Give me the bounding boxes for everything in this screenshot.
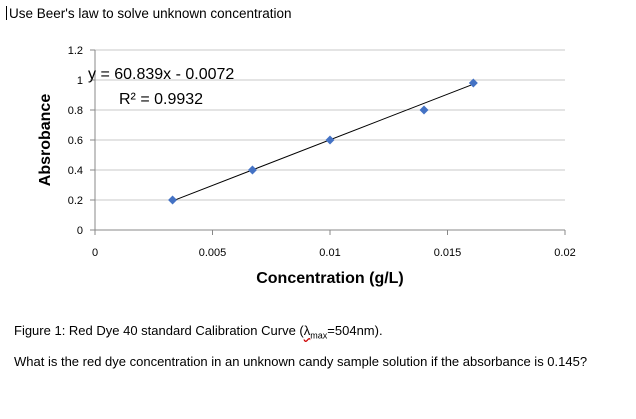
trendline-equation: y = 60.839x - 0.0072 [88,66,234,83]
r-squared-label: R² = 0.9932 [119,91,203,108]
question-text: What is the red dye concentration in an … [14,354,588,369]
data-point [168,195,178,205]
data-point [325,135,335,145]
lambda-max-symbol: λmax [303,323,328,341]
x-tick-label: 0 [92,247,98,259]
question-heading: Use Beer's law to solve unknown concentr… [6,6,291,21]
x-tick-label: 0.01 [319,247,340,259]
x-tick-label: 0.015 [434,247,462,259]
data-point [419,105,429,115]
caption-suffix: =504nm). [327,323,383,338]
y-tick-label: 0.8 [68,105,83,117]
x-tick-label: 0.02 [554,247,575,259]
heading-text: Use Beer's law to solve unknown concentr… [9,6,292,21]
y-tick-label: 0.4 [68,165,83,177]
caption-prefix: Figure 1: Red Dye 40 standard Calibratio… [14,323,304,338]
y-tick-label: 0 [77,225,83,237]
y-tick-label: 0.2 [68,195,83,207]
trendline [172,83,474,202]
lambda-char: λ [303,323,311,338]
calibration-chart: 0 0.2 0.4 0.6 0.8 1 1.2 0 0.005 0.01 0.015 0.02 Conc… [37,45,576,287]
lambda-subscript: max [310,330,328,341]
text-cursor [6,6,7,20]
y-tick-label: 1.2 [68,45,83,57]
y-tick-label: 1 [77,75,83,87]
data-point [247,165,257,175]
y-tick-label: 0.6 [68,135,83,147]
y-axis-title: Absrobance [37,94,54,187]
x-tick-label: 0.005 [199,247,227,259]
figure-caption: Figure 1: Red Dye 40 standard Calibratio… [14,323,383,341]
x-axis-title: Concentration (g/L) [256,270,404,287]
data-point [468,78,478,88]
